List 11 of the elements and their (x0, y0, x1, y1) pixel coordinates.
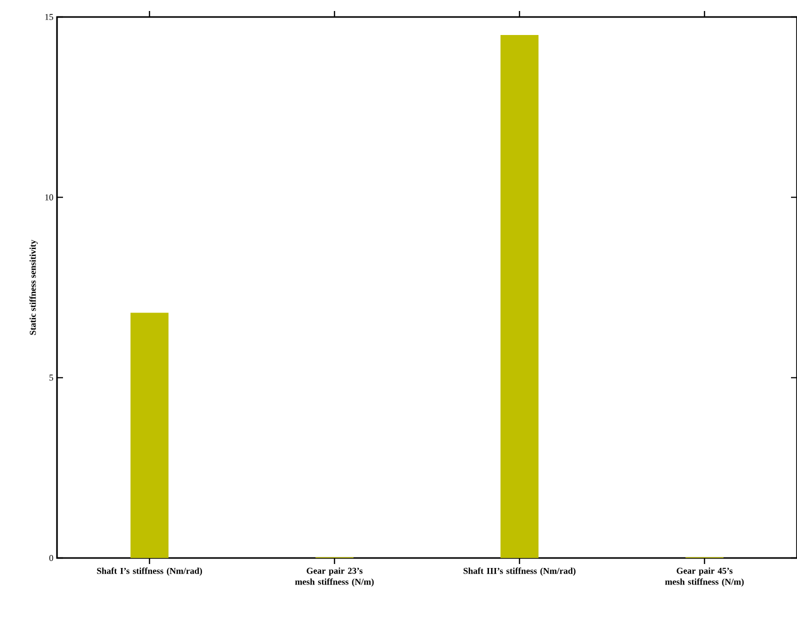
y-tick-label: 0 (49, 554, 54, 562)
y-tick-label: 10 (45, 194, 54, 200)
x-tick-label: Gear pair 23’s mesh stiffness (N/m) (295, 568, 374, 587)
bar (500, 35, 539, 558)
x-tick-label: Gear pair 45’s mesh stiffness (N/m) (665, 568, 744, 587)
bar (130, 312, 168, 558)
y-axis-title: Static stiffness sensitivity (29, 240, 38, 335)
y-tick-label: 5 (50, 374, 54, 381)
x-tick-label: Shaft I’s stiffness (Nm/rad) (97, 568, 202, 576)
x-tick-label: Shaft III’s stiffness (Nm/rad) (464, 568, 576, 576)
y-tick-label: 15 (45, 14, 54, 20)
